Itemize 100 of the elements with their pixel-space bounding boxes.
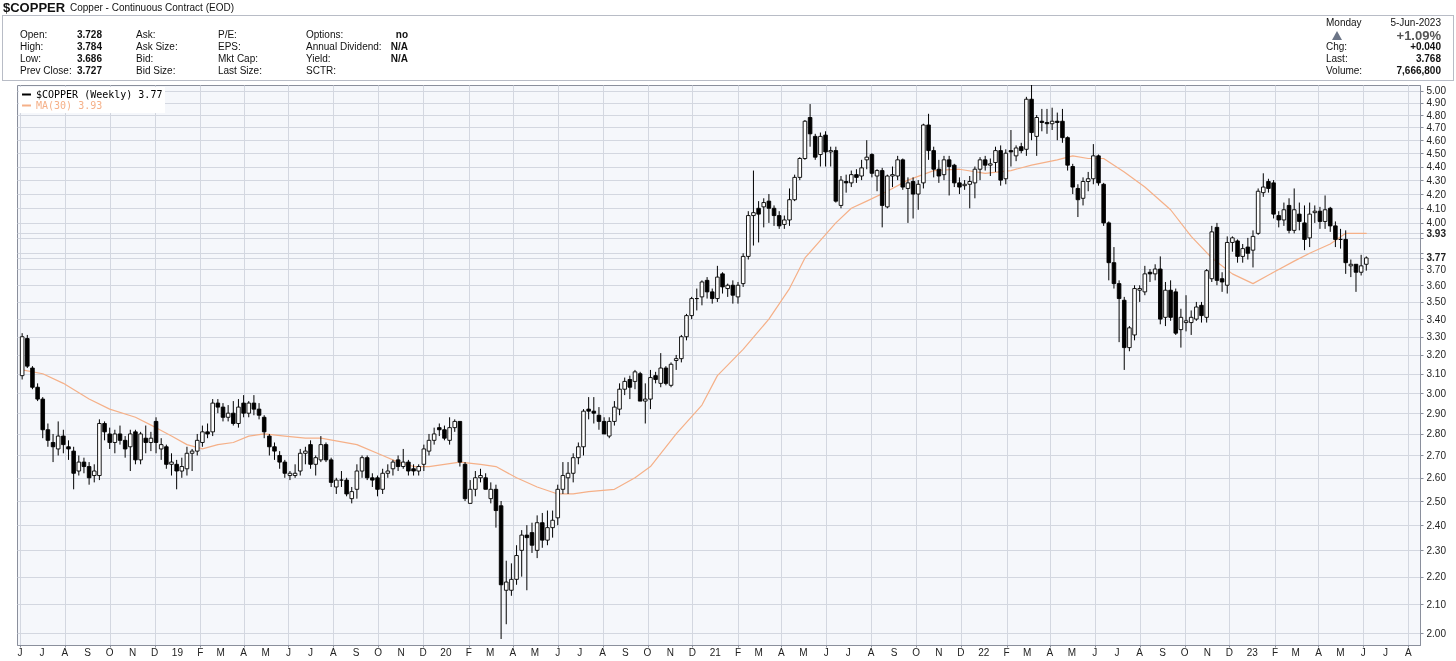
x-tick-label: D (688, 647, 696, 658)
x-tick-label: 20 (440, 647, 452, 658)
y-tick-label: 3.20 (1426, 349, 1447, 361)
text: 3.727 (76, 65, 102, 77)
text: +1.09% (1396, 28, 1441, 43)
y-tick-label: 4.60 (1426, 134, 1447, 146)
text: Yield: (306, 53, 331, 65)
legend-label: MA(30) 3.93 (36, 99, 103, 111)
candlestick (66, 439, 71, 461)
y-tick-label: 3.40 (1426, 313, 1447, 325)
x-tick-label: A (778, 647, 786, 658)
y-tick-label: 3.70 (1426, 263, 1447, 275)
x-tick-label: F (1003, 647, 1010, 658)
x-tick-label: A (867, 647, 875, 658)
text: 3.686 (76, 53, 102, 65)
y-tick-label: 2.90 (1426, 407, 1447, 419)
text: 3.768 (1415, 53, 1441, 65)
x-tick-label: 19 (171, 647, 184, 658)
x-tick-label: J (1092, 647, 1098, 658)
text: SCTR: (306, 65, 336, 77)
x-tick-label: A (509, 647, 517, 658)
x-tick-label: A (1315, 647, 1323, 658)
y-tick-label: 2.10 (1426, 598, 1447, 610)
x-tick-label: M (485, 647, 495, 658)
candlestick (1070, 163, 1075, 195)
text: Volume: (1326, 65, 1363, 77)
chart-subtitle: Copper - Continuous Contract (EOD) (70, 2, 234, 14)
candlestick (1312, 204, 1318, 224)
x-tick-label: J (1114, 647, 1120, 658)
text: EPS: (218, 41, 241, 53)
text: Ask: (136, 29, 156, 41)
text: Bid: (136, 53, 154, 65)
x-tick-label: O (1180, 647, 1189, 658)
x-tick-label: D (150, 647, 159, 658)
x-tick-label: D (957, 647, 965, 658)
y-tick-label: 2.00 (1426, 627, 1447, 639)
y-tick-label: 5.00 (1426, 85, 1447, 97)
text: Annual Dividend: (306, 41, 382, 53)
x-tick-label: J (823, 647, 829, 658)
x-tick-label: 21 (709, 647, 722, 658)
text: Monday (1326, 17, 1362, 29)
x-tick-label: O (374, 647, 383, 658)
x-tick-label: J (1360, 647, 1366, 658)
x-tick-label: A (330, 647, 338, 658)
text: Mkt Cap: (218, 53, 259, 65)
text: Ask Size: (136, 41, 178, 53)
chart-title: $COPPER (3, 0, 66, 15)
x-tick-label: N (397, 647, 405, 658)
x-tick-label: N (666, 647, 674, 658)
text: N/A (390, 41, 408, 53)
y-tick-label: 4.50 (1426, 147, 1447, 159)
y-tick-label: 3.10 (1426, 368, 1447, 380)
x-tick-label: J (39, 647, 45, 658)
text: 3.784 (76, 41, 102, 53)
y-tick-label: 3.30 (1426, 331, 1447, 343)
x-tick-label: S (890, 647, 898, 658)
y-tick-label: 4.30 (1426, 174, 1447, 186)
text: 7,666,800 (1396, 65, 1441, 77)
x-tick-label: A (599, 647, 607, 658)
text: High: (20, 41, 44, 53)
y-tick-label: 4.10 (1426, 202, 1447, 214)
x-tick-label: F (197, 647, 204, 658)
x-tick-label: O (105, 647, 114, 658)
x-tick-label: J (555, 647, 561, 658)
x-tick-label: A (1136, 647, 1144, 658)
x-tick-label: J (577, 647, 583, 658)
y-tick-label: 4.90 (1426, 97, 1447, 109)
y-tick-label: 3.50 (1426, 296, 1447, 308)
text: Chg: (1326, 41, 1348, 53)
candlestick (421, 444, 427, 472)
y-tick-label: 2.80 (1426, 428, 1447, 440)
x-tick-label: N (935, 647, 943, 658)
x-tick-label: A (1404, 647, 1412, 658)
text: Last Size: (218, 65, 262, 77)
y-tick-label: 2.30 (1426, 544, 1447, 556)
x-tick-label: S (1159, 647, 1167, 658)
x-tick-label: M (216, 647, 225, 658)
x-tick-label: M (1022, 647, 1032, 658)
x-tick-label: J (1382, 647, 1388, 658)
candlestick (1075, 183, 1081, 218)
y-tick-label: 4.80 (1426, 109, 1447, 121)
x-tick-label: M (1291, 647, 1300, 658)
text: no (395, 29, 408, 41)
text: Last: (1326, 53, 1348, 65)
candlestick (1343, 229, 1348, 275)
text: Prev Close: (20, 65, 72, 77)
y-tick-label: 2.40 (1426, 519, 1447, 531)
x-tick-label: M (261, 647, 270, 658)
x-tick-label: D (1225, 647, 1234, 658)
candlestick (1358, 254, 1364, 276)
x-tick-label: D (419, 647, 427, 658)
x-tick-label: N (1203, 647, 1211, 658)
y-tick-label: 4.20 (1426, 188, 1447, 200)
x-tick-label: A (61, 647, 69, 658)
text: Options: (306, 29, 344, 41)
y-tick-label: 4.00 (1426, 217, 1447, 229)
text: Bid Size: (136, 65, 176, 77)
y-tick-label: 2.60 (1426, 472, 1447, 484)
x-tick-label: J (285, 647, 291, 658)
x-tick-label: F (734, 647, 742, 658)
